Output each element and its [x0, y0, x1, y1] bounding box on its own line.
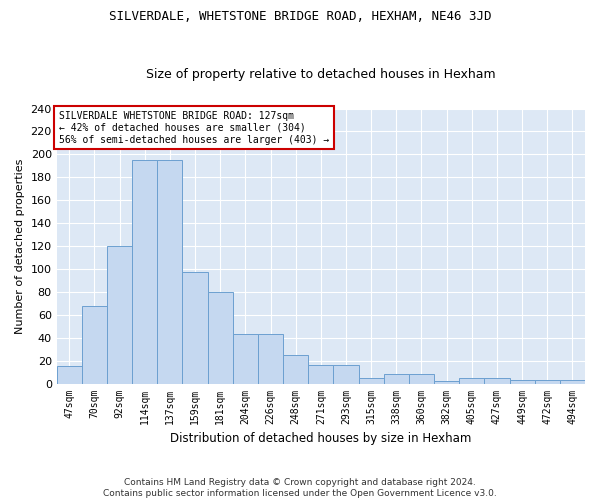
- Bar: [107, 246, 132, 384]
- Bar: [459, 378, 484, 384]
- Bar: [434, 382, 459, 384]
- Bar: [233, 334, 258, 384]
- Y-axis label: Number of detached properties: Number of detached properties: [15, 158, 25, 334]
- Bar: [334, 365, 359, 384]
- Bar: [157, 160, 182, 384]
- Text: Contains HM Land Registry data © Crown copyright and database right 2024.
Contai: Contains HM Land Registry data © Crown c…: [103, 478, 497, 498]
- Bar: [509, 380, 535, 384]
- Bar: [560, 380, 585, 384]
- Bar: [308, 365, 334, 384]
- Bar: [258, 334, 283, 384]
- Title: Size of property relative to detached houses in Hexham: Size of property relative to detached ho…: [146, 68, 496, 81]
- Text: SILVERDALE WHETSTONE BRIDGE ROAD: 127sqm
← 42% of detached houses are smaller (3: SILVERDALE WHETSTONE BRIDGE ROAD: 127sqm…: [59, 112, 329, 144]
- Bar: [409, 374, 434, 384]
- X-axis label: Distribution of detached houses by size in Hexham: Distribution of detached houses by size …: [170, 432, 472, 445]
- Bar: [56, 366, 82, 384]
- Bar: [359, 378, 384, 384]
- Bar: [132, 160, 157, 384]
- Bar: [208, 292, 233, 384]
- Bar: [283, 355, 308, 384]
- Text: SILVERDALE, WHETSTONE BRIDGE ROAD, HEXHAM, NE46 3JD: SILVERDALE, WHETSTONE BRIDGE ROAD, HEXHA…: [109, 10, 491, 23]
- Bar: [384, 374, 409, 384]
- Bar: [82, 306, 107, 384]
- Bar: [484, 378, 509, 384]
- Bar: [182, 272, 208, 384]
- Bar: [535, 380, 560, 384]
